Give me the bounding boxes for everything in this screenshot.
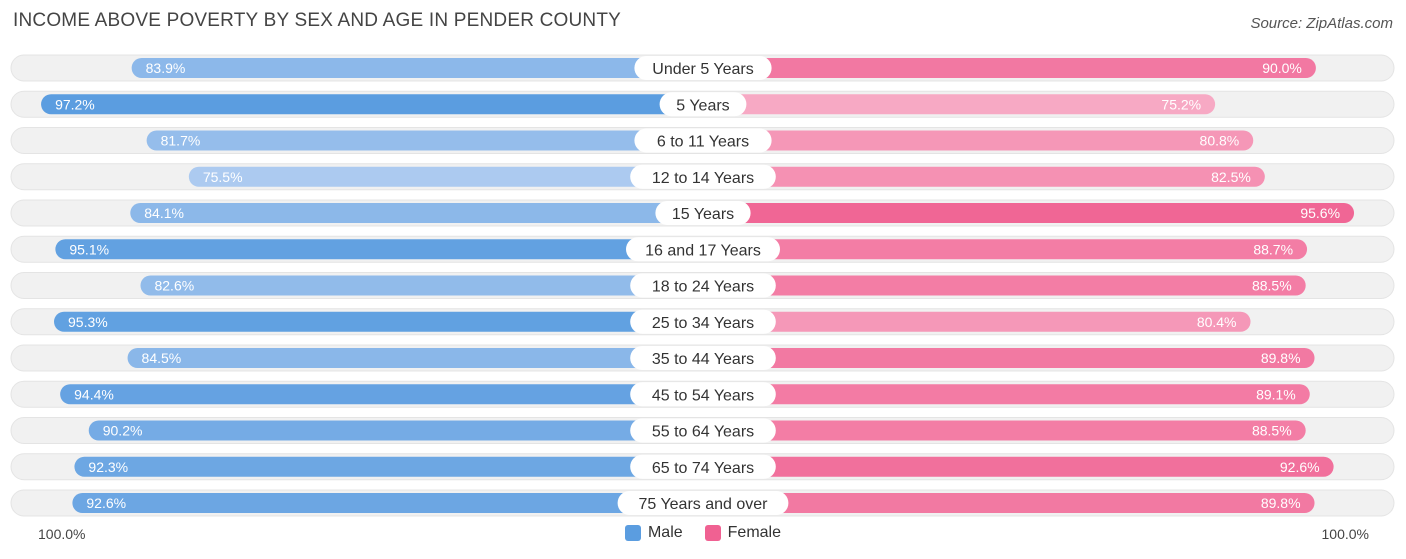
category-label: 16 and 17 Years: [645, 242, 761, 259]
bar-male: [55, 239, 703, 260]
bar-female: [703, 58, 1316, 78]
bar-male: [74, 456, 703, 477]
diverging-bar-chart: 83.9% 90.0% Under 5 Years 97.2% 75.2% 5 Years…: [10, 54, 1395, 517]
category-pill: [634, 56, 772, 80]
bar-female: [703, 493, 1315, 513]
value-label-male: 90.2%: [103, 423, 143, 439]
legend-swatch-male: [624, 525, 641, 541]
bar-female: [703, 348, 1315, 368]
category-pill: [617, 491, 789, 515]
bar-male: [88, 420, 704, 441]
value-label-female: 89.8%: [1261, 350, 1301, 366]
value-label-male: 92.6%: [86, 495, 126, 511]
value-label-male: 82.6%: [154, 278, 194, 294]
bar-male: [54, 311, 703, 332]
category-label: 65 to 74 Years: [652, 460, 754, 477]
legend-swatch-female: [704, 525, 721, 541]
bar-male: [130, 203, 704, 223]
bar-male: [140, 275, 703, 296]
bar-female: [703, 420, 1306, 441]
bar-female: [703, 275, 1306, 296]
value-label-female: 92.6%: [1280, 459, 1320, 475]
category-pill: [630, 454, 776, 479]
category-pill: [630, 346, 776, 370]
value-label-male: 94.4%: [74, 386, 114, 402]
category-pill: [630, 273, 776, 298]
bar-female: [703, 311, 1251, 332]
bar-female: [703, 166, 1265, 187]
category-pill: [630, 309, 776, 334]
category-pill: [630, 382, 776, 407]
category-label: 18 to 24 Years: [652, 279, 754, 296]
bar-female: [703, 130, 1254, 151]
bar-male: [60, 384, 704, 405]
category-label: 15 Years: [672, 206, 734, 223]
bar-female: [703, 239, 1308, 260]
bar-male: [131, 58, 704, 78]
value-label-female: 90.0%: [1262, 60, 1302, 76]
category-label: 6 to 11 Years: [657, 134, 749, 151]
source-credit: Source: ZipAtlas.com: [1250, 15, 1393, 32]
value-label-female: 75.2%: [1161, 96, 1201, 112]
bar-male: [72, 493, 704, 513]
bar-male: [146, 130, 704, 151]
legend-item-female: Female: [704, 524, 782, 542]
category-label: 25 to 34 Years: [652, 315, 754, 332]
category-pill: [634, 128, 772, 153]
bar-male: [127, 348, 704, 368]
value-label-female: 89.1%: [1256, 386, 1296, 402]
value-label-male: 84.1%: [144, 205, 184, 221]
category-label: 45 to 54 Years: [652, 387, 754, 404]
axis-left-label: 100.0%: [38, 526, 86, 542]
bar-female: [703, 203, 1355, 223]
category-label: 55 to 64 Years: [652, 424, 754, 441]
legend-item-male: Male: [624, 524, 683, 542]
legend-label-male: Male: [647, 524, 683, 541]
value-label-male: 95.1%: [69, 241, 109, 257]
bar-male: [188, 166, 704, 187]
category-pill: [659, 92, 747, 117]
category-label: Under 5 Years: [652, 61, 753, 78]
legend-label-female: Female: [727, 524, 782, 541]
value-label-female: 80.8%: [1200, 133, 1240, 149]
value-label-female: 88.5%: [1252, 278, 1292, 294]
value-label-male: 83.9%: [146, 60, 186, 76]
chart-title: INCOME ABOVE POVERTY BY SEX AND AGE IN P…: [13, 10, 622, 31]
value-label-male: 95.3%: [68, 314, 108, 330]
value-label-male: 81.7%: [161, 133, 201, 149]
category-pill: [655, 201, 751, 225]
axis-right-label: 100.0%: [1321, 526, 1369, 542]
legend: Male Female: [0, 524, 1406, 542]
value-label-female: 88.7%: [1253, 241, 1293, 257]
category-label: 12 to 14 Years: [652, 170, 754, 187]
value-label-female: 95.6%: [1300, 205, 1340, 221]
category-pill: [630, 164, 776, 189]
value-label-female: 80.4%: [1197, 314, 1237, 330]
category-label: 5 Years: [676, 97, 729, 114]
category-label: 75 Years and over: [639, 496, 769, 513]
category-pill: [626, 237, 780, 262]
bar-female: [703, 456, 1334, 477]
category-pill: [630, 418, 776, 443]
value-label-female: 88.5%: [1252, 423, 1292, 439]
bar-female: [703, 384, 1310, 405]
value-label-male: 75.5%: [203, 169, 243, 185]
bar-female: [703, 94, 1216, 115]
value-label-male: 97.2%: [55, 96, 95, 112]
value-label-male: 84.5%: [142, 350, 182, 366]
category-label: 35 to 44 Years: [652, 351, 754, 368]
value-label-female: 89.8%: [1261, 495, 1301, 511]
value-label-female: 82.5%: [1211, 169, 1251, 185]
bar-male: [41, 94, 704, 115]
value-label-male: 92.3%: [88, 459, 128, 475]
